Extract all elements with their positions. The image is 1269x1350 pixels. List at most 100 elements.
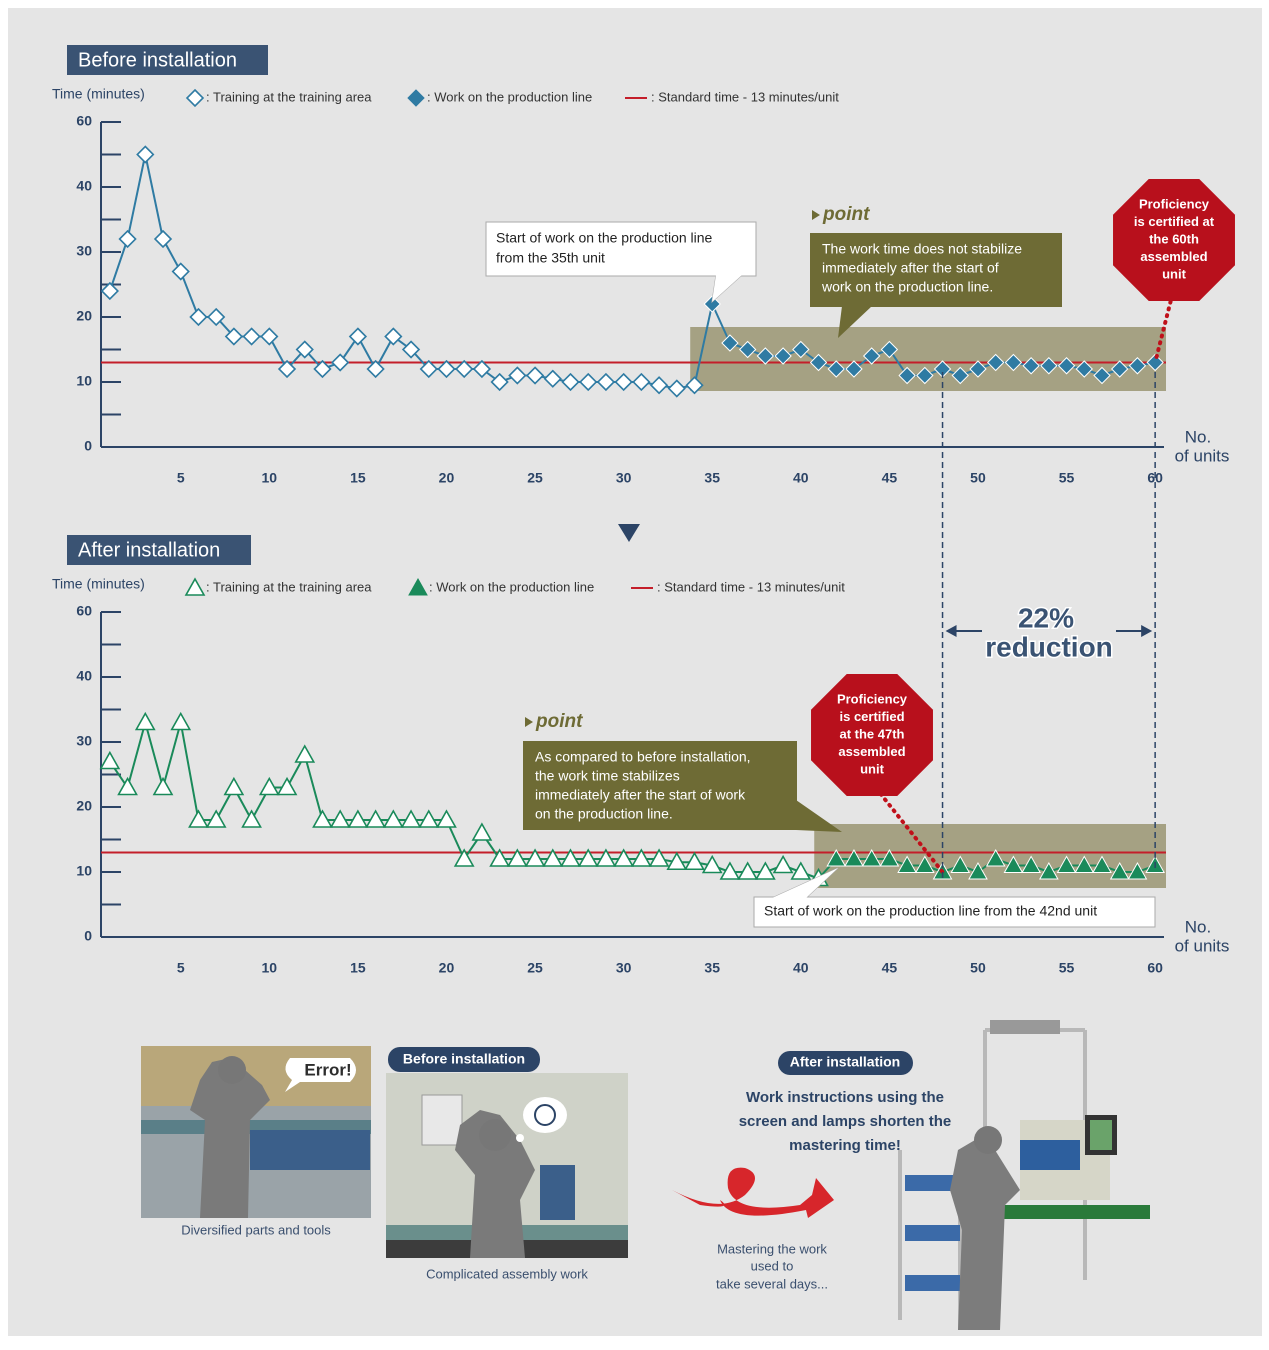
x-tick-label: 40 <box>793 470 809 486</box>
point-marker <box>490 372 509 392</box>
point-marker <box>153 229 173 249</box>
x-tick-label: 20 <box>439 960 455 976</box>
silhouette <box>455 1110 535 1258</box>
y-tick-label: 30 <box>76 243 92 259</box>
point-marker <box>277 359 297 379</box>
charts: Before installation Time (minutes): Train… <box>52 45 1235 976</box>
x-tick-label: 35 <box>704 960 720 976</box>
note-text: immediately after the start of <box>822 260 999 276</box>
poster <box>421 1094 463 1146</box>
x-tick-label: 20 <box>439 470 455 486</box>
proficiency-text: assembled <box>838 744 905 759</box>
past-text: used to <box>751 1258 794 1273</box>
bins <box>540 1165 575 1220</box>
x-tick-label: 10 <box>262 960 278 976</box>
point-marker <box>524 848 546 867</box>
y-tick-label: 60 <box>76 603 92 619</box>
point-marker <box>171 262 190 281</box>
point-marker <box>685 376 704 395</box>
point-marker <box>331 353 350 372</box>
x-tick-label: 50 <box>970 960 986 976</box>
point-marker <box>951 366 969 385</box>
point-marker <box>596 372 616 392</box>
point-marker <box>134 711 156 731</box>
x-tick-label: 40 <box>793 960 809 976</box>
x-tick-label: 5 <box>177 960 185 976</box>
point-marker <box>916 366 934 385</box>
point-marker <box>224 327 244 346</box>
proficiency-text: at the 47th <box>839 726 904 741</box>
note-pointer <box>838 306 872 338</box>
point-marker <box>1021 855 1041 873</box>
point-marker <box>418 809 440 828</box>
x-tick-label: 30 <box>616 960 632 976</box>
note-text: As compared to before installation, <box>535 749 751 765</box>
proficiency-text: Proficiency <box>1139 196 1210 211</box>
past-text: take several days... <box>716 1276 828 1291</box>
point-marker <box>348 327 368 346</box>
point-marker <box>579 372 598 392</box>
point-marker <box>1093 366 1111 385</box>
y-tick-label: 30 <box>76 733 92 749</box>
point-marker <box>99 750 121 770</box>
point-marker <box>969 360 987 378</box>
point-marker <box>703 295 721 313</box>
x-tick-label: 45 <box>882 960 898 976</box>
point-marker <box>276 776 298 796</box>
point-marker <box>1038 861 1059 880</box>
point-marker <box>701 854 723 874</box>
y-tick-label: 40 <box>76 668 92 684</box>
point-marker <box>1003 855 1024 873</box>
section-arrow <box>618 524 640 542</box>
y-tick-label: 40 <box>76 178 92 194</box>
point-marker <box>437 359 456 379</box>
callout-text: Start of work on the production line <box>496 230 713 246</box>
point-marker <box>1127 861 1148 880</box>
point-marker <box>649 376 669 395</box>
note-box <box>523 741 797 830</box>
x-axis-label: of units <box>1175 446 1230 465</box>
point-marker <box>577 848 599 867</box>
point-marker <box>242 327 261 346</box>
error-text: Error! <box>304 1060 351 1079</box>
point-marker <box>880 340 899 359</box>
legend-label: : Standard time - 13 minutes/unit <box>657 579 845 594</box>
point-marker <box>914 855 935 873</box>
point-marker <box>118 229 137 249</box>
proficiency-text: the 60th <box>1149 231 1199 246</box>
y-axis-label: Time (minutes) <box>52 86 145 102</box>
caption: Diversified parts and tools <box>181 1222 331 1237</box>
x-tick-label: 45 <box>882 470 898 486</box>
point-marker <box>1146 353 1164 372</box>
point-marker <box>455 359 474 379</box>
point-marker <box>365 809 386 828</box>
point-marker <box>560 848 581 867</box>
point-marker <box>188 809 209 828</box>
proficiency-text: unit <box>860 761 884 776</box>
point-marker <box>453 848 475 867</box>
point-marker <box>436 809 457 828</box>
point-marker <box>561 372 580 392</box>
legend-marker <box>407 89 425 107</box>
note-text: on the production line. <box>535 806 673 822</box>
point-marker <box>985 848 1006 867</box>
proficiency-badge <box>811 674 933 796</box>
legend-label: : Standard time - 13 minutes/unit <box>651 89 839 104</box>
y-tick-label: 20 <box>76 798 92 814</box>
proficiency-badge <box>1113 179 1235 301</box>
after-badge <box>778 1051 913 1075</box>
section-heading: After installation <box>78 539 220 561</box>
callout-text: from the 35th unit <box>496 250 605 266</box>
callout-box <box>753 896 1156 928</box>
y-tick-label: 0 <box>84 438 92 454</box>
cart-bin <box>905 1225 960 1241</box>
x-tick-label: 55 <box>1059 960 1075 976</box>
point-marker <box>260 327 279 346</box>
lamp-rail <box>990 1020 1060 1034</box>
caption: Complicated assembly work <box>426 1266 588 1281</box>
point-marker <box>384 327 403 346</box>
x-tick-label: 25 <box>527 470 543 486</box>
point-marker <box>419 359 438 379</box>
point-marker <box>1075 360 1093 378</box>
